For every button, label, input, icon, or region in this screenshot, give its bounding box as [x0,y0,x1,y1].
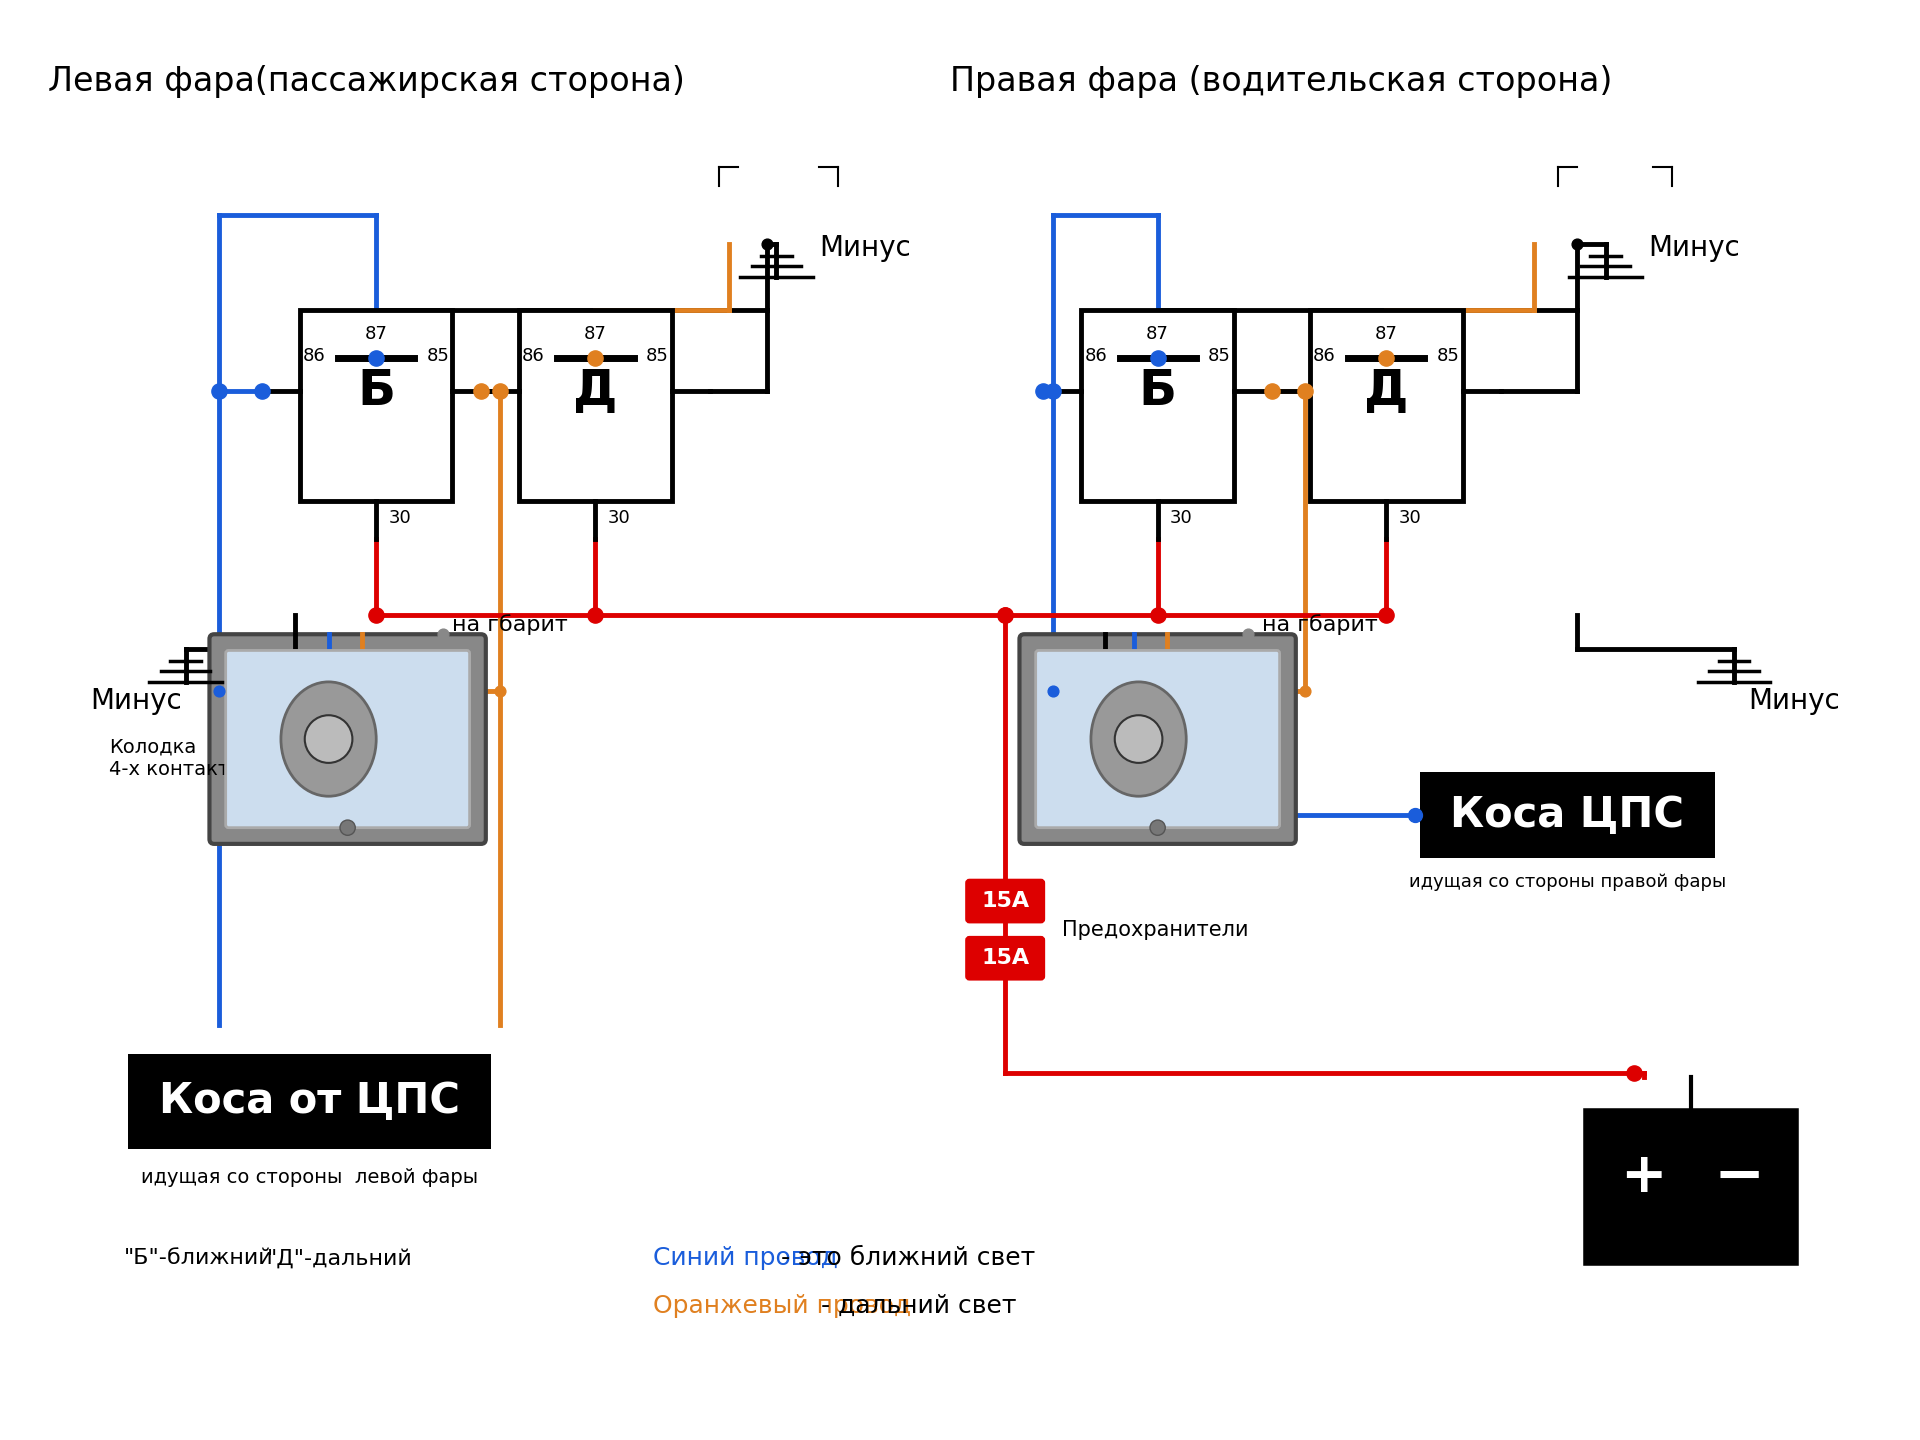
Bar [129,1054,492,1149]
Point [484,680,515,703]
Circle shape [1116,716,1162,763]
Text: на гбарит: на гбарит [453,615,568,635]
Point [1142,603,1173,626]
Point [204,380,234,403]
Text: Минус: Минус [90,687,182,714]
Text: Минус: Минус [820,235,912,262]
Text: 30: 30 [1169,508,1192,527]
Point [361,347,392,370]
Point [246,380,276,403]
FancyBboxPatch shape [966,880,1044,922]
Text: 87: 87 [365,325,388,343]
Point [361,603,392,626]
Ellipse shape [280,683,376,796]
Point [1233,622,1263,645]
Circle shape [1150,819,1165,835]
FancyBboxPatch shape [966,937,1044,979]
FancyBboxPatch shape [227,651,470,828]
Text: Коса ЦПС: Коса ЦПС [1450,795,1684,837]
Point [1290,680,1321,703]
Point [1037,380,1068,403]
Point [1256,380,1286,403]
Text: 87: 87 [584,325,607,343]
Ellipse shape [1091,683,1187,796]
Text: 85: 85 [1208,347,1231,364]
Point [1400,804,1430,827]
Text: 30: 30 [1400,508,1421,527]
Text: "Д"-дальний: "Д"-дальний [267,1248,413,1269]
Point [751,232,781,255]
Point [204,680,234,703]
Text: Синий провод: Синий провод [653,1247,837,1270]
Text: Коса от ЦПС: Коса от ЦПС [159,1080,461,1122]
Text: 85: 85 [1436,347,1459,364]
Text: 85: 85 [645,347,668,364]
Point [1371,603,1402,626]
Bar [300,310,453,501]
Text: Левая фара(пассажирская сторона): Левая фара(пассажирская сторона) [48,65,685,98]
Point [991,603,1021,626]
Text: Д: Д [574,367,618,415]
Point [1561,232,1592,255]
Text: Правая фара (водительская сторона): Правая фара (водительская сторона) [950,65,1613,98]
Text: 86: 86 [522,347,545,364]
Point [580,347,611,370]
Text: 15А: 15А [981,948,1029,968]
Point [1290,380,1321,403]
Text: 85: 85 [426,347,449,364]
Text: Д: Д [1363,367,1409,415]
Text: - дальний свет: - дальний свет [812,1295,1016,1318]
Text: "Б"-ближний: "Б"-ближний [123,1248,273,1269]
Text: +: + [1620,1151,1667,1204]
Text: Оранжевый провод: Оранжевый провод [653,1295,910,1318]
Text: 86: 86 [1085,347,1108,364]
FancyBboxPatch shape [1020,634,1296,844]
Point [467,380,497,403]
Bar [1081,310,1235,501]
Text: 86: 86 [1313,347,1336,364]
Point [991,603,1021,626]
Text: идущая со стороны  левой фары: идущая со стороны левой фары [140,1168,478,1187]
Text: идущая со стороны правой фары: идущая со стороны правой фары [1409,873,1726,891]
Point [1037,680,1068,703]
Point [1371,347,1402,370]
Point [1142,347,1173,370]
Text: - это ближний свет: - это ближний свет [772,1247,1035,1270]
Text: 86: 86 [303,347,326,364]
Point [580,603,611,626]
Text: Б: Б [1139,367,1177,415]
Point [484,380,515,403]
Text: Б: Б [357,367,396,415]
Bar [1419,772,1715,858]
FancyBboxPatch shape [209,634,486,844]
Bar [1586,1110,1795,1263]
Point [1027,380,1058,403]
Text: 87: 87 [1146,325,1169,343]
Circle shape [340,819,355,835]
Point [1619,1061,1649,1084]
Bar [518,310,672,501]
Bar [1309,310,1463,501]
Text: Минус: Минус [1749,687,1839,714]
Text: 87: 87 [1375,325,1398,343]
Text: Минус: Минус [1649,235,1740,262]
Text: Предохранители: Предохранители [1062,920,1248,940]
Text: на гбарит: на гбарит [1263,615,1379,635]
Text: −: − [1713,1148,1764,1207]
Text: 30: 30 [388,508,411,527]
Text: 15А: 15А [981,891,1029,912]
Point [428,622,459,645]
Circle shape [305,716,353,763]
Text: 30: 30 [609,508,630,527]
Text: Колодка
4-х контактная: Колодка 4-х контактная [109,737,267,779]
FancyBboxPatch shape [1035,651,1279,828]
